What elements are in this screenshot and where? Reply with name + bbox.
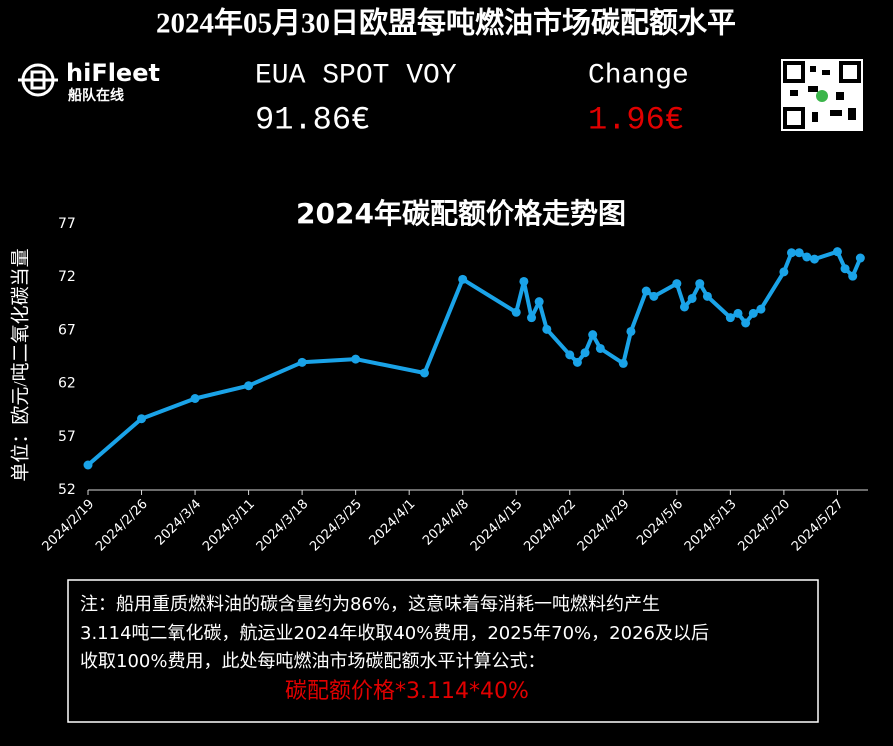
y-tick-label: 72 xyxy=(58,269,76,285)
price-point xyxy=(534,297,544,307)
y-axis-label: 单位：欧元/吨二氧化碳当量 xyxy=(9,248,31,481)
x-tick-label: 2024/4/22 xyxy=(521,497,579,555)
y-tick-label: 77 xyxy=(58,216,76,232)
price-point xyxy=(244,381,254,391)
page-title: 2024年05月30日欧盟每吨燃油市场碳配额水平 xyxy=(156,6,736,40)
price-point xyxy=(702,291,712,301)
x-tick-label: 2024/2/26 xyxy=(93,497,151,555)
price-point xyxy=(190,393,200,403)
price-point xyxy=(83,460,93,470)
price-point xyxy=(756,304,766,314)
price-point xyxy=(794,248,804,258)
price-point xyxy=(458,274,468,284)
price-point xyxy=(351,354,361,364)
price-point xyxy=(618,358,628,368)
price-point xyxy=(572,357,582,367)
price-point xyxy=(595,343,605,353)
price-point xyxy=(855,253,865,263)
logo: hiFleet 船队在线 xyxy=(18,59,160,104)
price-point xyxy=(695,279,705,289)
x-tick-label: 2024/3/4 xyxy=(152,497,204,549)
x-tick-label: 2024/4/1 xyxy=(367,497,419,549)
price-point xyxy=(687,293,697,303)
x-tick-label: 2024/5/20 xyxy=(735,497,793,555)
x-tick-label: 2024/3/25 xyxy=(307,497,365,555)
price-point xyxy=(802,252,812,262)
y-tick-label: 67 xyxy=(58,322,76,338)
price-point xyxy=(297,357,307,367)
price-point xyxy=(626,326,636,336)
y-tick-label: 52 xyxy=(58,482,76,498)
price-line xyxy=(86,249,863,467)
price-point xyxy=(588,330,598,340)
x-tick-label: 2024/5/13 xyxy=(682,497,740,555)
x-tick-label: 2024/5/27 xyxy=(789,497,847,555)
price-point xyxy=(733,308,743,318)
price-point xyxy=(565,350,575,360)
price-point xyxy=(137,414,147,424)
note-line: 注：船用重质燃料油的碳含量约为86%，这意味着每消耗一吨燃料约产生 xyxy=(80,594,660,615)
x-tick-label: 2024/3/18 xyxy=(254,497,312,555)
chart-title: 2024年碳配额价格走势图 xyxy=(296,197,626,230)
y-tick-label: 57 xyxy=(58,429,76,445)
x-tick-label: 2024/5/6 xyxy=(634,497,686,549)
note-line: 3.114吨二氧化碳，航运业2024年收取40%费用，2025年70%，2026… xyxy=(80,623,709,644)
price-point xyxy=(725,313,735,323)
note-line: 收取100%费用，此处每吨燃油市场碳配额水平计算公式： xyxy=(80,651,545,672)
change-value: 1.96€ xyxy=(588,101,684,138)
change-label: Change xyxy=(588,60,689,91)
price-point xyxy=(741,318,751,328)
x-tick-label: 2024/2/19 xyxy=(40,497,98,555)
price-point xyxy=(519,276,529,286)
price-point xyxy=(542,324,552,334)
x-tick-label: 2024/4/15 xyxy=(468,497,526,555)
x-tick-label: 2024/4/8 xyxy=(420,497,472,549)
price-point xyxy=(527,313,537,323)
price-point xyxy=(641,286,651,296)
price-point xyxy=(787,248,797,258)
price-point xyxy=(672,279,682,289)
price-point xyxy=(748,308,758,318)
price-point xyxy=(580,348,590,358)
logo-text: hiFleet xyxy=(66,59,160,87)
formula: 碳配额价格*3.114*40% xyxy=(285,679,529,704)
x-tick-label: 2024/4/29 xyxy=(575,497,633,555)
x-tick-label: 2024/3/11 xyxy=(200,497,258,555)
price-point xyxy=(832,247,842,257)
price-point xyxy=(840,264,850,274)
logo-subtext: 船队在线 xyxy=(68,87,124,104)
price-point xyxy=(848,271,858,281)
price-point xyxy=(419,368,429,378)
eua-value: 91.86€ xyxy=(255,101,370,138)
qr-code xyxy=(781,59,863,131)
note-box xyxy=(67,579,819,723)
price-point xyxy=(679,302,689,312)
eua-label: EUA SPOT VOY xyxy=(255,60,457,91)
price-point xyxy=(649,291,659,301)
price-point xyxy=(779,267,789,277)
y-tick-label: 62 xyxy=(58,376,76,392)
price-point xyxy=(809,254,819,264)
price-point xyxy=(511,307,521,317)
